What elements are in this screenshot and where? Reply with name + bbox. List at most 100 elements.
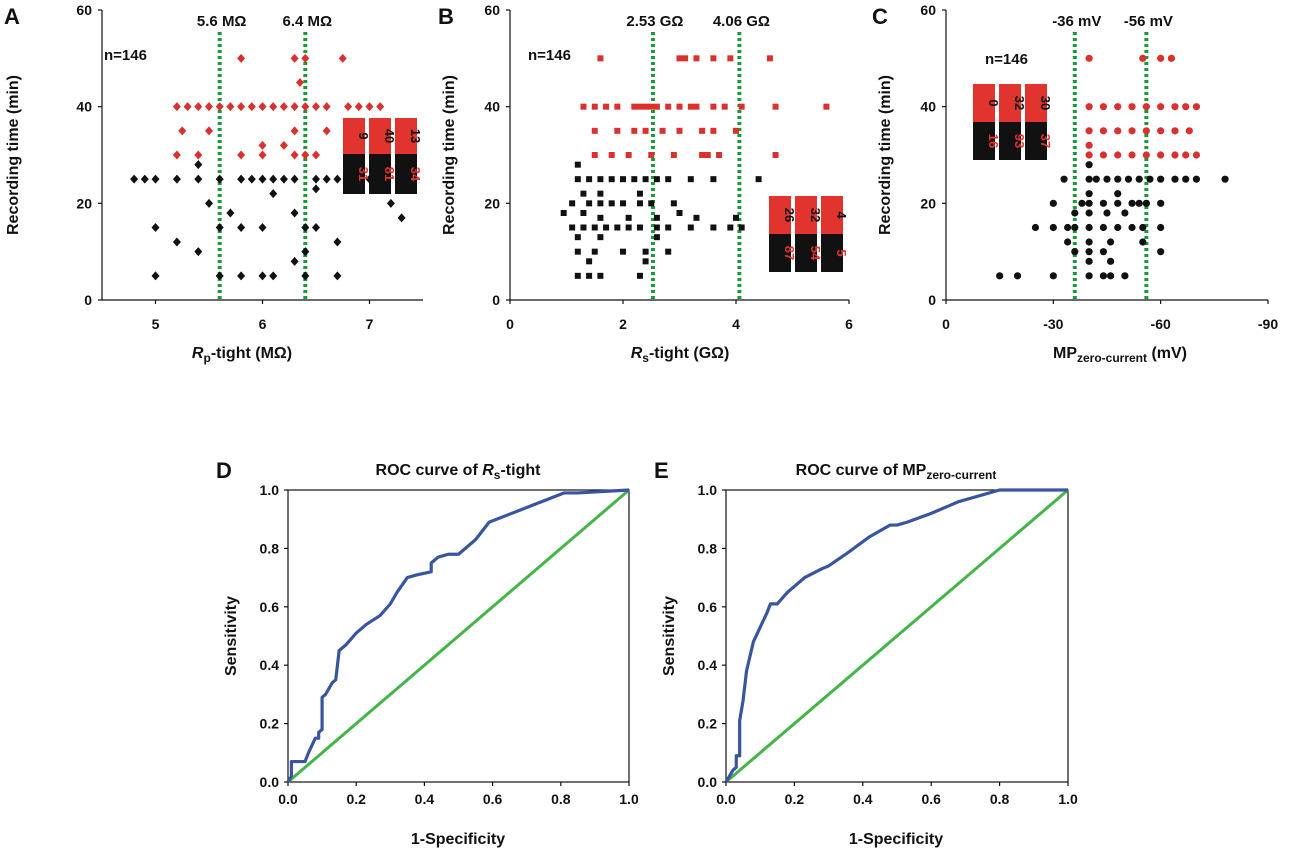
panel-c-point-red [1114, 151, 1122, 159]
panel-a-point-red [183, 102, 192, 112]
panel-c-point-black [1085, 272, 1093, 280]
panel-a-point-black [333, 237, 342, 247]
panel-e-xtick-label: 0.6 [921, 791, 941, 807]
panel-c-point-black [1142, 199, 1150, 207]
panel-e-ytick-label: 0.4 [698, 657, 718, 673]
panel-b-ytick-label: 20 [484, 195, 500, 211]
panel-c-point-red [1099, 103, 1108, 111]
panel-a: A Recording time (min) n=146 0 20 40 60 5 6 7 5… [4, 2, 423, 365]
panel-a-point-black [258, 223, 267, 232]
panel-a-ytick-label: 0 [84, 292, 92, 308]
panel-b-point-black [653, 224, 660, 231]
panel-c-point-red [1192, 151, 1201, 159]
panel-c-point-black [1092, 175, 1100, 183]
panel-a-point-black [397, 213, 406, 223]
panel-c-point-black [1060, 175, 1068, 183]
panel-d-ytick-label: 1.0 [260, 482, 280, 498]
panel-c-xtick-label: -90 [1258, 316, 1278, 332]
panel-a-point-red [322, 126, 331, 136]
panel-d: D ROC curve of Rs-tight Sensitivity 0.00… [216, 458, 639, 848]
panel-b-point-red [721, 103, 728, 110]
panel-a-point-red [269, 102, 278, 112]
panel-b-ylabel: Recording time (min) [441, 75, 458, 235]
panel-b-point-black [642, 176, 649, 183]
panel-c-point-red [1171, 103, 1179, 111]
panel-a-point-red [215, 102, 224, 112]
panel-c-point-black [1121, 209, 1129, 217]
panel-b-point-black [586, 258, 593, 265]
panel-b-point-red [733, 127, 739, 134]
panel-b-point-red [710, 55, 717, 62]
panel-a-point-black [151, 271, 160, 281]
panel-a-label: A [4, 4, 20, 29]
panel-c-point-black [1157, 199, 1165, 207]
panel-c-point-black [1031, 223, 1040, 232]
panel-b-point-black [580, 224, 587, 231]
panel-b-point-red [642, 127, 649, 134]
panel-b-point-black [597, 272, 604, 279]
panel-c-point-red [1157, 54, 1165, 62]
panel-a-count-black: 31 [356, 167, 371, 181]
panel-c-ylabel: Recording time (min) [877, 75, 894, 235]
panel-e-title: ROC curve of MPzero-current [796, 462, 997, 482]
panel-c-count-box-red [973, 84, 995, 122]
panel-b-point-black [636, 272, 643, 279]
panel-b-point-black [620, 176, 626, 183]
panel-a-point-black [194, 174, 203, 184]
panel-a-xlabel: Rp-tight (MΩ) [192, 345, 292, 365]
panel-c-point-red [1085, 127, 1093, 135]
panel-b-point-black [620, 248, 626, 255]
panel-c-point-red [1142, 127, 1150, 135]
panel-b-point-red [597, 55, 604, 62]
panel-b-point-red [591, 103, 598, 110]
panel-e-xlabel: 1-Specificity [849, 831, 943, 848]
panel-b-point-black [569, 200, 576, 207]
panel-b-point-red [625, 152, 632, 158]
panel-b-point-black [574, 248, 581, 255]
panel-e: E ROC curve of MPzero-current Sensitivit… [654, 458, 1078, 848]
panel-c-point-black [1192, 175, 1201, 183]
panel-a-point-black [194, 160, 203, 170]
panel-b-point-black [665, 248, 672, 255]
panel-e-xtick-label: 0.2 [785, 791, 805, 807]
panel-b-xtick-label: 2 [619, 316, 627, 332]
panel-b-point-black [608, 200, 615, 207]
panel-c-point-black [1078, 199, 1086, 207]
panel-c-count-black: 16 [986, 134, 1001, 148]
panel-b-point-black [676, 210, 683, 216]
panel-b-point-black [642, 258, 649, 265]
panel-c-point-black [1171, 175, 1179, 183]
panel-c-ytick-label: 60 [920, 2, 936, 18]
panel-d-ylabel: Sensitivity [223, 596, 240, 676]
panel-b-point-red [676, 127, 683, 134]
panel-b-point-black [631, 176, 638, 183]
panel-c-point-black [1128, 223, 1136, 232]
panel-c-point-black [1121, 272, 1129, 280]
panel-c-count-box-black [999, 122, 1021, 160]
panel-b-point-red [687, 103, 694, 110]
panel-b-point-black [648, 200, 655, 207]
panel-c-label: C [872, 4, 888, 29]
panel-b-point-black [727, 224, 734, 231]
panel-d-xtick-label: 0.0 [278, 791, 298, 807]
panel-c-point-black [1114, 223, 1122, 232]
panel-b-xtick-label: 6 [845, 316, 853, 332]
panel-b-point-red [682, 55, 689, 62]
panel-b-point-black [597, 214, 604, 221]
panel-a-point-black [333, 271, 342, 281]
panel-b-point-black [614, 224, 621, 231]
panel-a-point-red [258, 102, 267, 112]
panel-b-count-red: 4 [834, 211, 849, 219]
panel-a-point-red [322, 102, 331, 112]
panel-a-point-black [140, 174, 149, 184]
panel-b-point-red [676, 103, 683, 110]
panel-b-point-red [693, 103, 700, 110]
panel-b-point-black [665, 176, 672, 183]
panel-b-point-black [620, 200, 626, 207]
panel-b-point-red [670, 152, 677, 158]
panel-c-point-red [1128, 127, 1136, 135]
panel-c-point-black [1114, 175, 1122, 183]
panel-a-point-black [312, 174, 320, 184]
panel-c-point-red [1157, 151, 1165, 159]
panel-b-count-red: 32 [808, 208, 823, 222]
